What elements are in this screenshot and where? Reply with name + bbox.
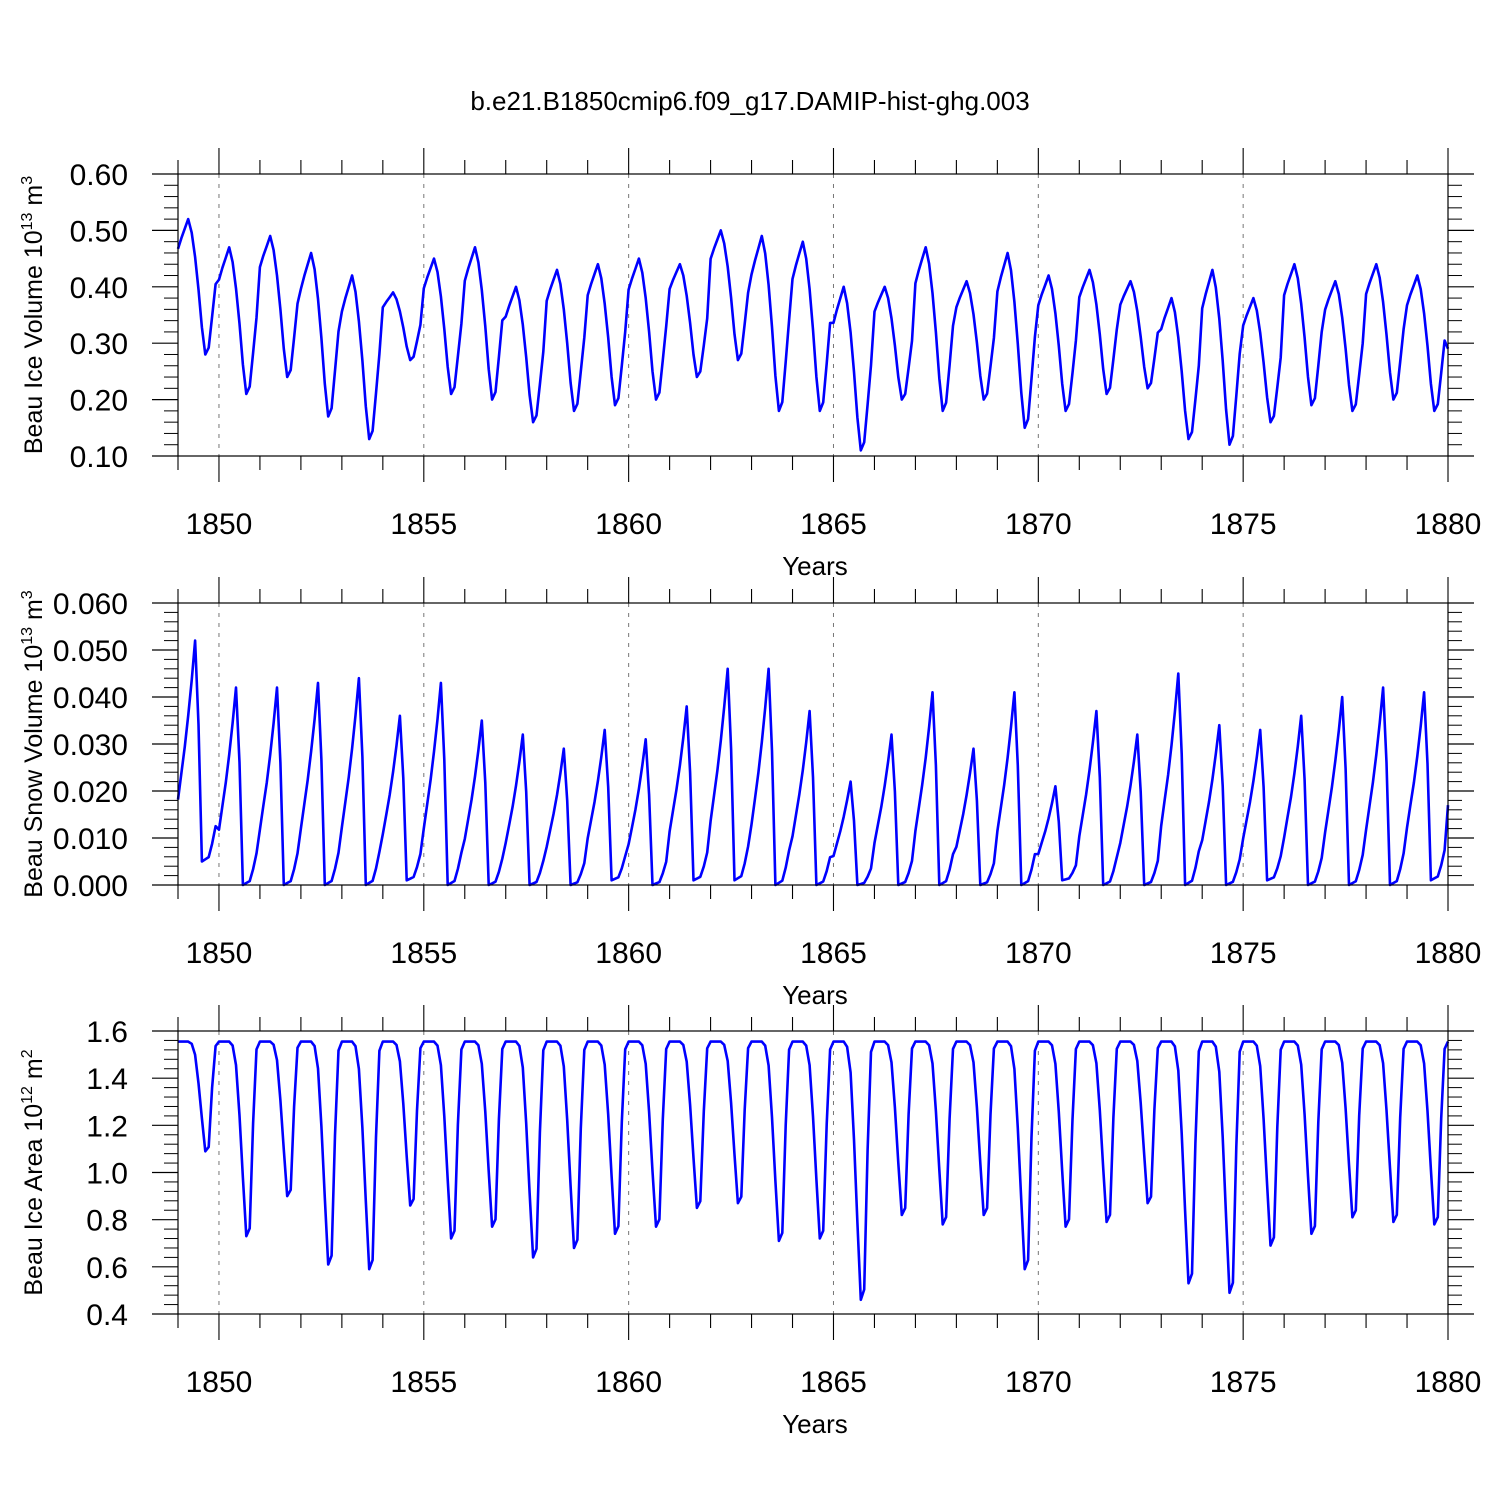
x-tick-label: 1880 [1415,1366,1482,1399]
y-tick-label: 0.6 [86,1252,128,1285]
y-tick-label: 1.2 [86,1110,128,1143]
x-axis-title: Years [782,551,848,581]
x-axis-title: Years [782,1409,848,1439]
y-tick-label: 0.060 [53,588,128,621]
figure-title: b.e21.B1850cmip6.f09_g17.DAMIP-hist-ghg.… [470,86,1029,116]
x-tick-label: 1870 [1005,508,1072,541]
y-tick-label: 1.0 [86,1158,128,1191]
y-tick-label: 0.020 [53,776,128,809]
chart-panel-2: 0.000 0.010 0.020 0.030 0.040 0.050 0.060 1850 1… [19,577,1481,1010]
y-tick-label: 0.40 [70,272,128,305]
x-tick-label: 1850 [186,937,253,970]
x-tick-label: 1870 [1005,937,1072,970]
y-axis-title: Beau Ice Area 1012 m2 [19,1049,48,1295]
y-axis-title-text: Beau Ice Area 10 [20,1104,48,1296]
y-tick-label: 0.50 [70,215,128,248]
y-tick-label: 0.030 [53,729,128,762]
x-tick-label: 1875 [1210,937,1277,970]
y-tick-label: 0.30 [70,328,128,361]
chart-panel-1: 0.10 0.20 0.30 0.40 0.50 0.60 1850 1855 1860 1865… [19,148,1481,581]
x-tick-label: 1875 [1210,1366,1277,1399]
y-axis-title-exponent: 12 [19,1086,36,1104]
y-axis-title-unit-exponent: 3 [19,590,36,599]
plot-frame [177,173,1449,457]
y-tick-label: 0.040 [53,682,128,715]
y-axis-title-exponent: 13 [19,627,36,645]
x-tick-label: 1865 [800,1366,867,1399]
x-tick-label: 1860 [595,508,662,541]
x-tick-label: 1855 [390,937,457,970]
y-tick-label: 0.10 [70,441,128,474]
y-axis-title-unit-exponent: 2 [19,1049,36,1058]
x-tick-label: 1860 [595,937,662,970]
series-line [178,1040,1450,1302]
y-axis-title-unit: m [20,599,48,627]
y-tick-label: 0.010 [53,823,128,856]
series-line [176,639,1450,887]
y-tick-label: 0.60 [70,159,128,192]
series-line [176,217,1450,452]
y-axis-title-unit: m [20,185,48,213]
x-tick-label: 1855 [390,508,457,541]
y-axis-title: Beau Ice Volume 1013 m3 [19,176,48,454]
chart-panel-3: 0.4 0.6 0.8 1.0 1.2 1.4 1.6 1850 1855 1860 1865 187… [19,1005,1481,1439]
x-tick-label: 1850 [186,508,253,541]
y-tick-label: 1.4 [86,1063,128,1096]
chart-panels: 0.10 0.20 0.30 0.40 0.50 0.60 1850 1855 1860 1865… [19,148,1481,1439]
y-axis-title-exponent: 13 [19,212,36,230]
x-tick-label: 1875 [1210,508,1277,541]
x-tick-label: 1870 [1005,1366,1072,1399]
x-tick-label: 1860 [595,1366,662,1399]
y-tick-label: 0.4 [86,1299,128,1332]
x-tick-label: 1880 [1415,937,1482,970]
x-axis-title: Years [782,980,848,1010]
x-tick-label: 1865 [800,508,867,541]
x-tick-label: 1880 [1415,508,1482,541]
y-axis-title: Beau Snow Volume 1013 m3 [19,590,48,898]
y-tick-label: 0.000 [53,870,128,903]
y-axis-title-text: Beau Ice Volume 10 [20,230,48,454]
y-tick-label: 0.050 [53,635,128,668]
y-axis-title-text: Beau Snow Volume 10 [20,645,48,898]
y-tick-label: 0.20 [70,385,128,418]
y-tick-label: 1.6 [86,1016,128,1049]
x-tick-label: 1855 [390,1366,457,1399]
x-tick-label: 1850 [186,1366,253,1399]
x-tick-label: 1865 [800,937,867,970]
plot-frame [177,1030,1449,1315]
y-axis-title-unit: m [20,1058,48,1086]
y-tick-label: 0.8 [86,1205,128,1238]
y-axis-title-unit-exponent: 3 [19,176,36,185]
